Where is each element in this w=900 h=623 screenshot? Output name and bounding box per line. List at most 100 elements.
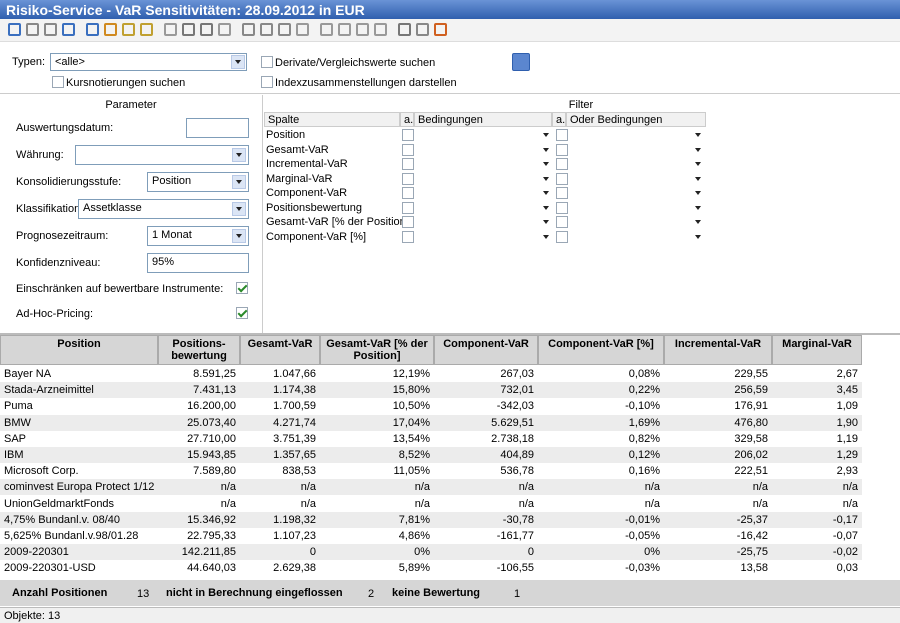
toolbar-button[interactable] [26,23,39,36]
checkbox[interactable] [402,216,414,228]
checkbox[interactable] [261,76,273,88]
cell: 0 [240,546,320,558]
cell: 222,51 [664,465,772,477]
dropdown-arrow[interactable] [540,173,554,187]
toolbar-button[interactable] [398,23,411,36]
column-header[interactable]: Gesamt-VaR [% der Position] [320,335,434,365]
toolbar-button[interactable] [296,23,309,36]
checkbox[interactable] [236,282,248,294]
toolbar-button[interactable] [356,23,369,36]
select-field[interactable]: Assetklasse [78,199,249,219]
cell: 267,03 [434,368,538,380]
select-field[interactable]: Position [147,172,249,192]
dropdown-arrow[interactable] [540,231,554,245]
refresh-button[interactable] [512,53,530,71]
checkbox[interactable] [236,307,248,319]
filter-header: Oder Bedingungen [566,112,706,127]
checkbox[interactable] [556,231,568,243]
summary-value: 2 [368,588,374,600]
dropdown-arrow[interactable] [540,144,554,158]
dropdown-arrow[interactable] [540,158,554,172]
toolbar-button[interactable] [278,23,291,36]
text-field[interactable]: 95% [147,253,249,273]
checkbox[interactable] [556,158,568,170]
parameter-label: Währung: [16,149,64,161]
cell: 1.107,23 [240,530,320,542]
toolbar-button[interactable] [164,23,177,36]
checkbox[interactable] [402,187,414,199]
parameter-label: Konfidenzniveau: [16,257,100,269]
dropdown-arrow[interactable] [692,158,706,172]
column-header[interactable]: Position [0,335,158,365]
toolbar-button[interactable] [434,23,447,36]
toolbar-button[interactable] [86,23,99,36]
cell: 536,78 [434,465,538,477]
checkbox[interactable] [402,158,414,170]
cell: 2009-220301-USD [0,562,158,574]
toolbar-button[interactable] [242,23,255,36]
column-header[interactable]: Component-VaR [%] [538,335,664,365]
dropdown-arrow[interactable] [540,129,554,143]
dropdown-arrow[interactable] [692,144,706,158]
dropdown-arrow[interactable] [540,187,554,201]
toolbar-button[interactable] [200,23,213,36]
cell: -0,05% [538,530,664,542]
cell: 476,80 [664,417,772,429]
toolbar-button[interactable] [374,23,387,36]
dropdown-arrow[interactable] [692,173,706,187]
cell: 732,01 [434,384,538,396]
cell: -0,01% [538,514,664,526]
select-field[interactable]: 1 Monat [147,226,249,246]
checkbox[interactable] [556,129,568,141]
toolbar-button[interactable] [338,23,351,36]
checkbox[interactable] [556,144,568,156]
dropdown-arrow [232,175,246,189]
filter-field-name: Component-VaR [%] [266,231,366,243]
checkbox[interactable] [556,187,568,199]
dropdown-arrow[interactable] [540,216,554,230]
toolbar-button[interactable] [122,23,135,36]
toolbar-button[interactable] [260,23,273,36]
dropdown-arrow[interactable] [692,129,706,143]
checkbox[interactable] [52,76,64,88]
toolbar-button[interactable] [218,23,231,36]
column-header[interactable]: Positions-bewertung [158,335,240,365]
checkbox[interactable] [402,173,414,185]
dropdown-arrow[interactable] [540,202,554,216]
cell: -161,77 [434,530,538,542]
checkbox[interactable] [402,144,414,156]
dropdown-arrow [232,148,246,162]
toolbar-button[interactable] [104,23,117,36]
toolbar-button[interactable] [44,23,57,36]
select-field[interactable] [75,145,249,165]
toolbar-button[interactable] [8,23,21,36]
toolbar-button[interactable] [140,23,153,36]
cell: 2.629,38 [240,562,320,574]
checkbox[interactable] [556,216,568,228]
column-header[interactable]: Marginal-VaR [772,335,862,365]
cell: 5.629,51 [434,417,538,429]
cell: 16.200,00 [158,400,240,412]
toolbar-button[interactable] [416,23,429,36]
checkbox[interactable] [402,231,414,243]
dropdown-arrow[interactable] [692,187,706,201]
dropdown-arrow[interactable] [692,216,706,230]
cell: 1.047,66 [240,368,320,380]
dropdown-arrow[interactable] [692,202,706,216]
summary-label: keine Bewertung [392,587,480,599]
checkbox[interactable] [556,173,568,185]
text-field[interactable] [186,118,249,138]
type-select[interactable]: <alle> [50,53,247,71]
toolbar-button[interactable] [182,23,195,36]
column-header[interactable]: Component-VaR [434,335,538,365]
dropdown-arrow[interactable] [692,231,706,245]
checkbox[interactable] [402,129,414,141]
toolbar-button[interactable] [320,23,333,36]
checkbox[interactable] [556,202,568,214]
checkbox[interactable] [261,56,273,68]
checkbox[interactable] [402,202,414,214]
filter-field-name: Marginal-VaR [266,173,332,185]
column-header[interactable]: Incremental-VaR [664,335,772,365]
column-header[interactable]: Gesamt-VaR [240,335,320,365]
toolbar-button[interactable] [62,23,75,36]
